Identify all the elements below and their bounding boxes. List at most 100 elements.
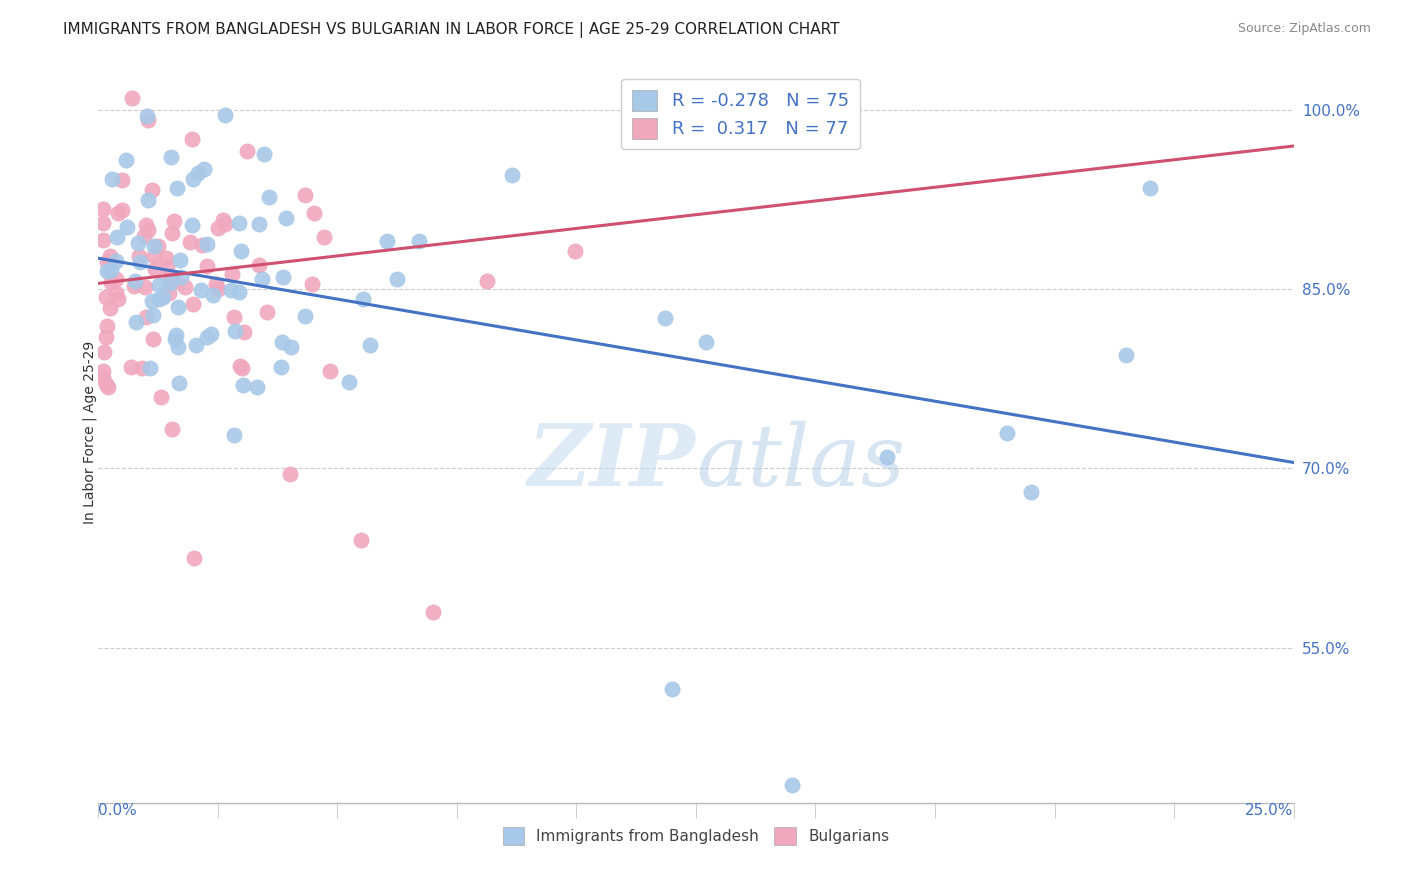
Point: [876, 450, 898, 464]
Point: [120, 359, 142, 374]
Point: [143, 239, 166, 253]
Point: [91, 216, 114, 230]
Point: [375, 234, 398, 248]
Point: [195, 236, 218, 251]
Point: [174, 280, 197, 294]
Point: [160, 422, 183, 436]
Point: [142, 309, 165, 323]
Point: [152, 290, 174, 304]
Point: [148, 239, 170, 253]
Point: [167, 340, 190, 354]
Point: [564, 244, 586, 259]
Point: [107, 292, 129, 306]
Point: [162, 213, 184, 227]
Point: [97, 380, 120, 394]
Point: [159, 268, 181, 283]
Point: [231, 361, 253, 376]
Point: [232, 378, 254, 392]
Point: [148, 278, 170, 293]
Point: [127, 235, 149, 250]
Point: [205, 277, 228, 292]
Point: [253, 147, 276, 161]
Point: [318, 364, 340, 378]
Point: [134, 279, 156, 293]
Point: [117, 219, 139, 234]
Point: [162, 274, 184, 288]
Point: [1115, 348, 1137, 362]
Text: 25.0%: 25.0%: [1246, 803, 1294, 818]
Point: [169, 252, 191, 267]
Point: [780, 778, 803, 792]
Point: [219, 284, 242, 298]
Point: [100, 263, 122, 277]
Point: [111, 202, 134, 217]
Point: [105, 230, 128, 244]
Point: [136, 193, 159, 207]
Point: [661, 682, 683, 697]
Text: Source: ZipAtlas.com: Source: ZipAtlas.com: [1237, 22, 1371, 36]
Point: [231, 244, 253, 259]
Point: [100, 275, 122, 289]
Point: [408, 235, 430, 249]
Point: [193, 161, 215, 176]
Point: [135, 109, 157, 123]
Point: [228, 285, 250, 299]
Point: [155, 251, 177, 265]
Point: [385, 272, 408, 286]
Point: [98, 255, 121, 269]
Point: [180, 132, 202, 146]
Point: [259, 189, 281, 203]
Point: [94, 330, 117, 344]
Point: [314, 230, 336, 244]
Text: atlas: atlas: [696, 421, 905, 504]
Point: [141, 183, 163, 197]
Point: [422, 605, 444, 619]
Point: [183, 551, 205, 566]
Point: [96, 255, 118, 269]
Legend: Immigrants from Bangladesh, Bulgarians: Immigrants from Bangladesh, Bulgarians: [496, 821, 896, 851]
Point: [91, 233, 114, 247]
Point: [271, 334, 294, 349]
Point: [93, 345, 115, 359]
Point: [160, 150, 183, 164]
Point: [207, 282, 229, 296]
Point: [98, 248, 121, 262]
Point: [142, 332, 165, 346]
Point: [235, 144, 257, 158]
Point: [222, 428, 245, 442]
Point: [101, 172, 124, 186]
Point: [128, 255, 150, 269]
Point: [159, 277, 181, 291]
Point: [138, 223, 160, 237]
Point: [270, 359, 292, 374]
Point: [124, 275, 146, 289]
Point: [350, 533, 373, 547]
Point: [202, 287, 225, 301]
Point: [135, 310, 157, 325]
Point: [136, 113, 159, 128]
Point: [135, 218, 157, 232]
Text: ZIP: ZIP: [529, 420, 696, 504]
Point: [301, 277, 323, 292]
Point: [247, 258, 270, 272]
Point: [179, 235, 201, 249]
Point: [232, 325, 254, 339]
Point: [1019, 485, 1042, 500]
Point: [105, 253, 128, 268]
Point: [181, 171, 204, 186]
Point: [115, 153, 138, 167]
Point: [98, 301, 121, 315]
Point: [160, 227, 183, 241]
Point: [190, 283, 212, 297]
Point: [271, 270, 294, 285]
Point: [167, 376, 190, 390]
Point: [132, 228, 155, 243]
Point: [294, 188, 316, 202]
Point: [141, 293, 163, 308]
Point: [278, 467, 301, 482]
Point: [131, 361, 153, 376]
Point: [1139, 181, 1161, 195]
Point: [294, 309, 316, 323]
Point: [91, 364, 114, 378]
Point: [302, 206, 325, 220]
